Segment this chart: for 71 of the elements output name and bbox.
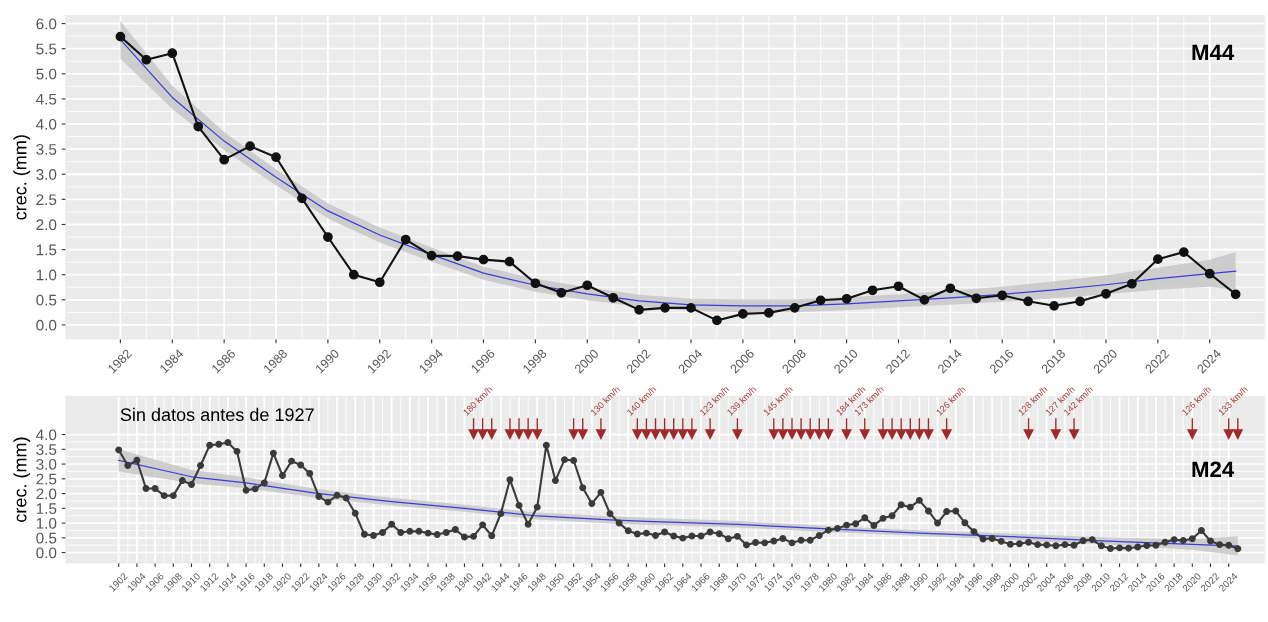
point (1230, 289, 1241, 300)
point (323, 232, 333, 242)
y-tick-label: 5.5 (36, 43, 57, 55)
y-tick-label: 2.5 (36, 194, 57, 206)
point (374, 277, 385, 288)
y-tick-label: 0.5 (36, 294, 57, 306)
y-tick-label: 2.0 (36, 488, 57, 500)
point (1101, 288, 1111, 299)
point (1023, 296, 1034, 307)
point (738, 309, 748, 319)
y-tick-label: 6.0 (36, 18, 57, 30)
y-tick-label: 2.5 (36, 473, 57, 485)
y-axis-title: crec. (mm) (13, 135, 31, 220)
point (271, 152, 281, 163)
point (115, 31, 126, 42)
y-tick-label: 0.0 (36, 319, 57, 331)
point (556, 287, 567, 298)
point (634, 304, 644, 315)
y-tick-label: 3.0 (36, 169, 57, 180)
y-tick-label: 4.0 (36, 118, 57, 130)
point (919, 294, 930, 305)
point (478, 254, 489, 265)
point (400, 234, 411, 245)
point (582, 280, 593, 291)
y-tick-label: 1.0 (36, 269, 57, 281)
point (971, 293, 982, 304)
y-tick-label: 5.0 (36, 68, 57, 80)
annotation: M44 (1192, 44, 1235, 61)
point (712, 315, 722, 326)
y-tick-label: 3.0 (36, 458, 57, 470)
point (1204, 268, 1215, 279)
point (660, 302, 670, 313)
point (167, 48, 178, 59)
point (763, 308, 774, 318)
point (1152, 254, 1163, 264)
point (141, 54, 152, 65)
point (867, 285, 878, 296)
point (193, 121, 204, 132)
point (997, 290, 1008, 301)
y-tick-label: 4.0 (36, 429, 57, 441)
point (504, 256, 515, 267)
annotation: M24 (1192, 461, 1235, 477)
point (1127, 278, 1137, 289)
y-axis-title: crec. (mm) (13, 437, 31, 522)
y-tick-label: 3.5 (36, 444, 57, 456)
point (841, 293, 852, 304)
annotation: Sin datos antes de 1927 (120, 407, 314, 422)
y-tick-label: 4.5 (36, 93, 57, 105)
point (452, 251, 463, 261)
point (893, 281, 904, 292)
point (945, 283, 956, 294)
point (297, 193, 307, 204)
point (815, 295, 826, 306)
y-tick-label: 3.5 (36, 144, 57, 155)
point (426, 250, 437, 261)
point (1049, 300, 1059, 311)
point (219, 154, 230, 165)
point (245, 141, 255, 151)
point (608, 292, 619, 303)
y-tick-label: 1.0 (36, 517, 57, 529)
y-tick-label: 1.5 (36, 503, 57, 515)
point (530, 278, 541, 289)
point (789, 302, 800, 313)
y-tick-label: 1.5 (36, 244, 57, 256)
point (1075, 296, 1085, 307)
y-tick-label: 2.0 (36, 219, 57, 231)
y-tick-label: 0.5 (36, 532, 57, 544)
y-tick-label: 0.0 (36, 547, 57, 559)
point (348, 269, 359, 280)
point (686, 302, 696, 313)
point (1178, 247, 1189, 257)
